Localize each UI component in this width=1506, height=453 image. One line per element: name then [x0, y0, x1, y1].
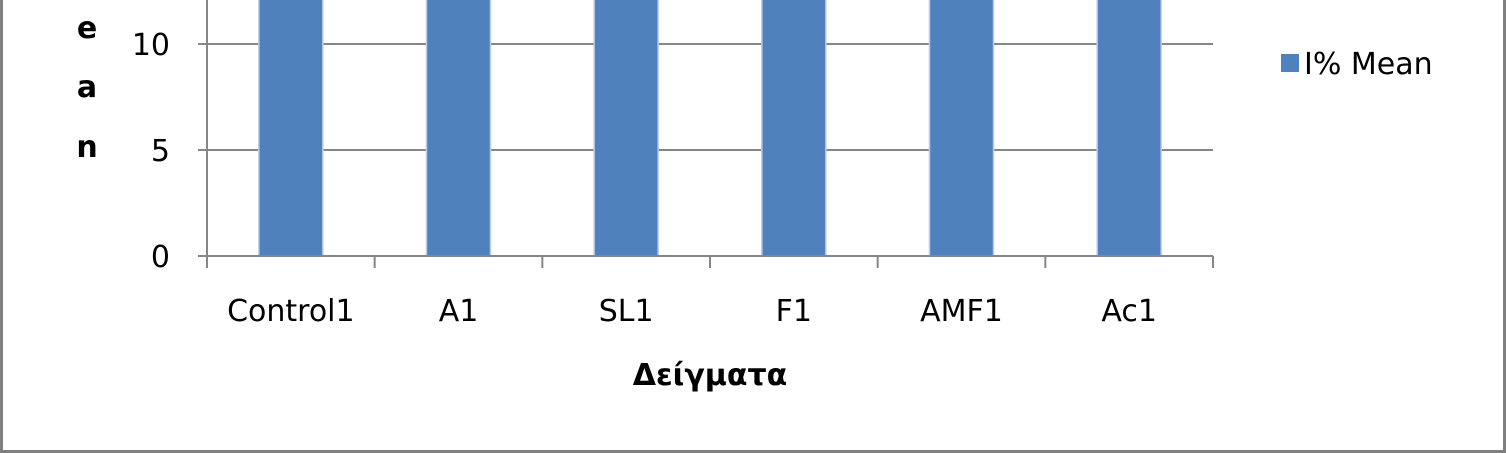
x-axis-title: Δείγματα — [633, 358, 787, 393]
y-tick-label: 10 — [132, 28, 170, 63]
bar-amf1 — [928, 0, 995, 257]
x-tick-label: AMF1 — [920, 294, 1003, 329]
y-axis-title-letter: a — [77, 70, 97, 105]
bar-sl1 — [593, 0, 659, 257]
y-tick-labels: 0 5 10 — [132, 28, 170, 275]
legend-swatch — [1281, 54, 1299, 72]
bar-a1 — [425, 0, 492, 257]
x-tick-label: SL1 — [599, 294, 654, 329]
y-axis-title-letter: e — [77, 11, 97, 46]
axes — [198, 0, 1214, 268]
y-tick-label: 5 — [151, 134, 170, 169]
x-tick-label: Ac1 — [1101, 294, 1157, 329]
bar-f1 — [761, 0, 827, 257]
bar-control1 — [258, 0, 324, 257]
legend: I% Mean — [1281, 47, 1433, 82]
bar-ac1 — [1096, 0, 1162, 257]
y-axis-title-letter: n — [76, 130, 97, 165]
grid-lines — [207, 43, 1213, 151]
legend-label: I% Mean — [1304, 47, 1433, 82]
y-tick-label: 0 — [151, 240, 170, 275]
bars — [258, 0, 1162, 257]
x-tick-label: A1 — [439, 294, 479, 329]
x-tick-labels: Control1 A1 SL1 F1 AMF1 Ac1 — [227, 294, 1157, 329]
x-tick-label: Control1 — [227, 294, 355, 329]
x-tick-label: F1 — [776, 294, 812, 329]
y-axis-title: ean — [76, 11, 97, 165]
